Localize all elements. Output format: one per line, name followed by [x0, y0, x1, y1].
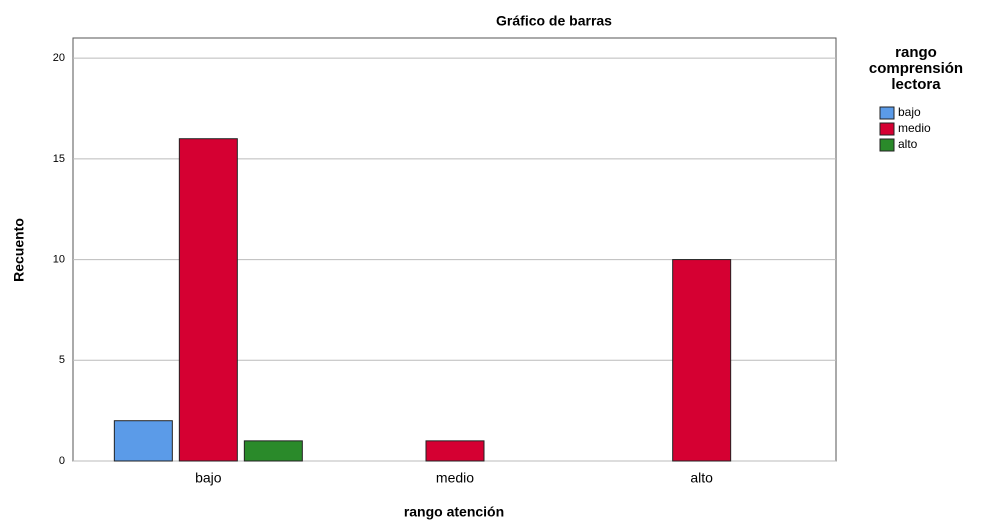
- y-tick-label: 15: [53, 153, 65, 165]
- bar: [425, 440, 485, 462]
- legend-title: lectora: [891, 76, 941, 93]
- bar: [113, 420, 173, 462]
- chart-title: Gráfico de barras: [496, 13, 612, 29]
- y-tick-label: 5: [59, 354, 65, 366]
- legend-swatch: [879, 106, 895, 120]
- y-tick-label: 20: [53, 52, 65, 64]
- x-axis-label: rango atención: [404, 504, 504, 520]
- legend-title: comprensión: [869, 60, 963, 77]
- bar: [178, 138, 238, 462]
- legend-title: rango: [895, 44, 937, 61]
- legend-label: bajo: [898, 105, 921, 119]
- x-tick-label: bajo: [195, 470, 222, 486]
- x-tick-label: medio: [436, 470, 474, 486]
- bar: [672, 259, 732, 462]
- x-tick-label: alto: [690, 470, 713, 486]
- y-tick-label: 0: [59, 455, 65, 467]
- y-tick-label: 10: [53, 253, 65, 265]
- legend-swatch: [879, 138, 895, 152]
- legend-swatch: [879, 122, 895, 136]
- y-axis-label: Recuento: [11, 218, 27, 282]
- bar: [243, 440, 303, 462]
- legend-label: alto: [898, 137, 918, 151]
- legend-label: medio: [898, 121, 931, 135]
